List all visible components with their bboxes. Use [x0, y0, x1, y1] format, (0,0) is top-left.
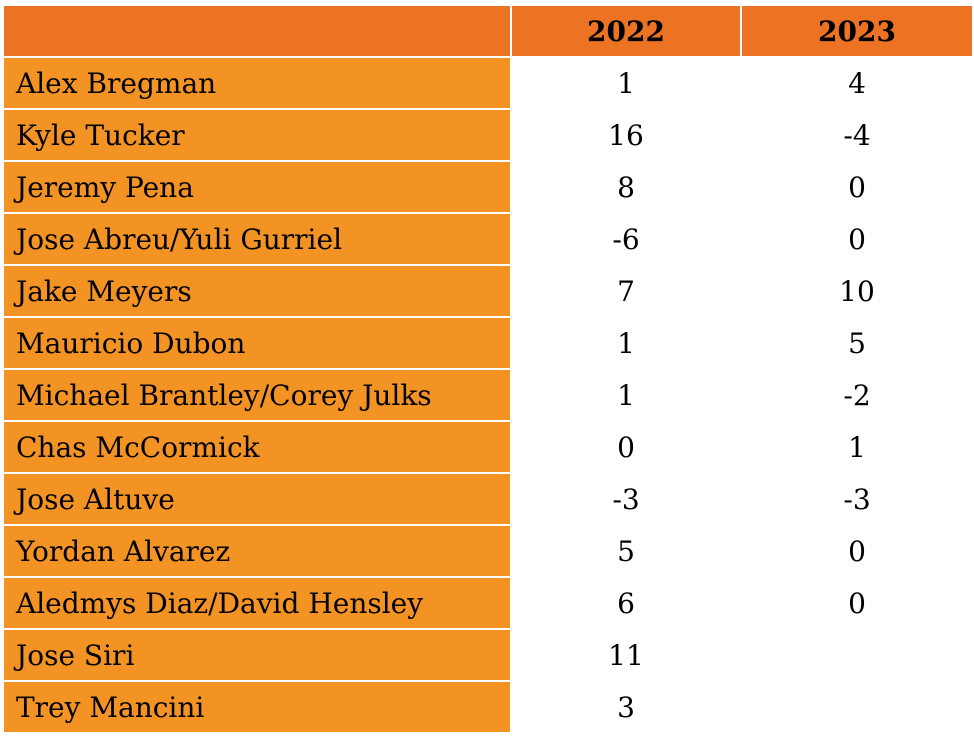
value-2023-cell: -2	[742, 370, 972, 420]
value-2023-cell: 1	[742, 422, 972, 472]
value-2023-cell: 10	[742, 266, 972, 316]
player-name-cell: Kyle Tucker	[4, 110, 510, 160]
value-2022-cell: 6	[512, 578, 740, 628]
table-row: Aledmys Diaz/David Hensley 6 0	[4, 578, 972, 628]
table-row: Alex Bregman 1 4	[4, 58, 972, 108]
player-name-cell: Jose Abreu/Yuli Gurriel	[4, 214, 510, 264]
stats-table: 2022 2023 Alex Bregman 1 4 Kyle Tucker 1…	[2, 4, 974, 734]
value-2022-cell: 7	[512, 266, 740, 316]
value-2022-cell: 8	[512, 162, 740, 212]
table-row: Jose Siri 11	[4, 630, 972, 680]
player-name-cell: Chas McCormick	[4, 422, 510, 472]
table-row: Jose Altuve -3 -3	[4, 474, 972, 524]
value-2023-cell: 0	[742, 578, 972, 628]
value-2022-cell: 16	[512, 110, 740, 160]
player-name-cell: Jeremy Pena	[4, 162, 510, 212]
value-2022-cell: 1	[512, 58, 740, 108]
value-2022-cell: -6	[512, 214, 740, 264]
table-body: Alex Bregman 1 4 Kyle Tucker 16 -4 Jerem…	[4, 58, 972, 732]
value-2022-cell: 0	[512, 422, 740, 472]
player-name-cell: Aledmys Diaz/David Hensley	[4, 578, 510, 628]
value-2023-cell	[742, 630, 972, 680]
table-row: Michael Brantley/Corey Julks 1 -2	[4, 370, 972, 420]
table-row: Jake Meyers 7 10	[4, 266, 972, 316]
player-name-cell: Jose Altuve	[4, 474, 510, 524]
value-2023-cell	[742, 682, 972, 732]
header-year-2022: 2022	[512, 6, 740, 56]
value-2023-cell: -3	[742, 474, 972, 524]
player-name-cell: Trey Mancini	[4, 682, 510, 732]
table-row: Kyle Tucker 16 -4	[4, 110, 972, 160]
table-row: Trey Mancini 3	[4, 682, 972, 732]
table-row: Yordan Alvarez 5 0	[4, 526, 972, 576]
player-name-cell: Michael Brantley/Corey Julks	[4, 370, 510, 420]
header-corner-cell	[4, 6, 510, 56]
player-name-cell: Mauricio Dubon	[4, 318, 510, 368]
value-2022-cell: -3	[512, 474, 740, 524]
value-2022-cell: 3	[512, 682, 740, 732]
value-2023-cell: -4	[742, 110, 972, 160]
player-name-cell: Jake Meyers	[4, 266, 510, 316]
table-header: 2022 2023	[4, 6, 972, 56]
value-2023-cell: 0	[742, 162, 972, 212]
value-2022-cell: 1	[512, 318, 740, 368]
table-row: Jeremy Pena 8 0	[4, 162, 972, 212]
table-row: Jose Abreu/Yuli Gurriel -6 0	[4, 214, 972, 264]
value-2023-cell: 0	[742, 214, 972, 264]
value-2022-cell: 1	[512, 370, 740, 420]
table-row: Mauricio Dubon 1 5	[4, 318, 972, 368]
header-row: 2022 2023	[4, 6, 972, 56]
value-2023-cell: 4	[742, 58, 972, 108]
value-2023-cell: 0	[742, 526, 972, 576]
header-year-2023: 2023	[742, 6, 972, 56]
value-2023-cell: 5	[742, 318, 972, 368]
player-name-cell: Alex Bregman	[4, 58, 510, 108]
table-row: Chas McCormick 0 1	[4, 422, 972, 472]
player-name-cell: Jose Siri	[4, 630, 510, 680]
player-name-cell: Yordan Alvarez	[4, 526, 510, 576]
value-2022-cell: 11	[512, 630, 740, 680]
value-2022-cell: 5	[512, 526, 740, 576]
